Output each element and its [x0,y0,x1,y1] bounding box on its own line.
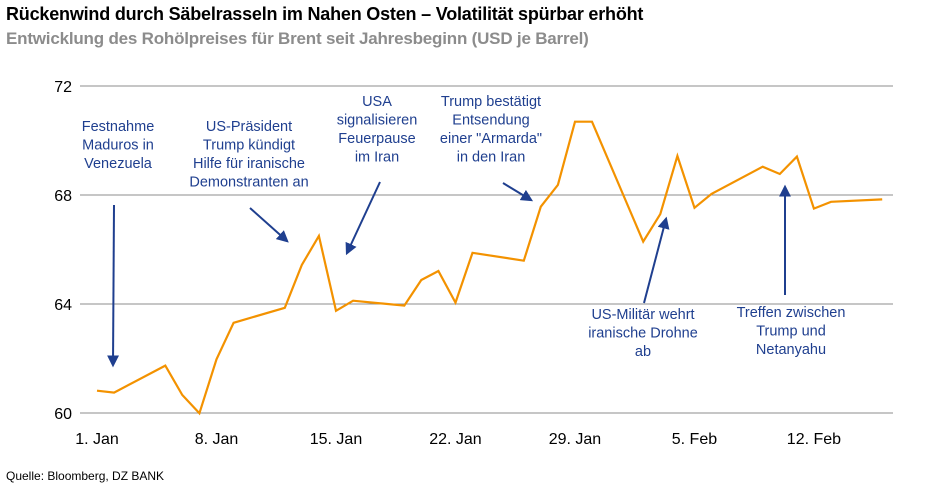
annotation-text: USA signalisieren Feuerpause im Iran [337,94,418,166]
x-tick-label: 22. Jan [429,431,481,448]
annotation-text: Treffen zwischen Trump und Netanyahu [737,305,846,358]
annotation-arrow-icon [502,182,534,202]
annotation-arrow-icon [249,207,289,243]
annotation-line: USA [362,94,392,110]
annotation-line: Treffen zwischen [737,305,846,321]
annotation-line: im Iran [355,150,399,166]
x-tick-label: 29. Jan [549,431,601,448]
annotation-line: in den Iran [457,150,526,166]
brent-price-line [96,120,883,416]
annotation-line: Feuerpause [338,131,415,147]
x-tick-label: 5. Feb [672,431,717,448]
annotation-arrow-icon [345,181,381,256]
annotation-line: Netanyahu [756,342,826,358]
y-tick-label: 68 [54,188,72,205]
chart-title: Rückenwind durch Säbelrasseln im Nahen O… [6,4,644,24]
annotation-line: Demonstranten an [189,175,308,191]
annotation-line: ab [635,344,651,360]
chart-source: Quelle: Bloomberg, DZ BANK [6,469,165,483]
annotation-text: US-Präsident Trump kündigt Hilfe für irani… [189,119,308,191]
x-tick-label: 1. Jan [75,431,119,448]
annotation-line: Trump bestätigt [441,94,541,110]
annotation-text: Trump bestätigt Entsendung einer "Armarda"… [440,94,542,166]
annotation-text: Festnahme Maduros in Venezuela [82,119,155,172]
y-tick-label: 72 [54,79,72,96]
annotation-line: Hilfe für iranische [193,156,305,172]
annotation-line: Festnahme [82,119,155,135]
y-tick-label: 60 [54,406,72,423]
x-tick-label: 15. Jan [310,431,362,448]
annotation-arrow-icon [107,204,120,368]
annotation-text: US-Militär wehrt iranische Drohne ab [588,307,698,360]
annotation-line: Entsendung [452,113,529,129]
annotation-line: Trump und [756,324,826,340]
chart-subtitle: Entwicklung des Rohölpreises für Brent s… [6,29,589,48]
annotation-line: Trump kündigt [203,138,295,154]
annotation-line: einer "Armarda" [440,131,542,147]
x-tick-label: 8. Jan [195,431,239,448]
annotation-arrow-icon [643,216,670,304]
y-tick-label: 64 [54,297,72,314]
annotation-line: iranische Drohne [588,326,698,342]
annotation-line: Venezuela [84,156,153,172]
annotation-line: Maduros in [82,138,154,154]
annotation-line: signalisieren [337,113,418,129]
annotation-line: US-Präsident [206,119,292,135]
x-tick-label: 12. Feb [787,431,841,448]
annotation-line: US-Militär wehrt [591,307,694,323]
